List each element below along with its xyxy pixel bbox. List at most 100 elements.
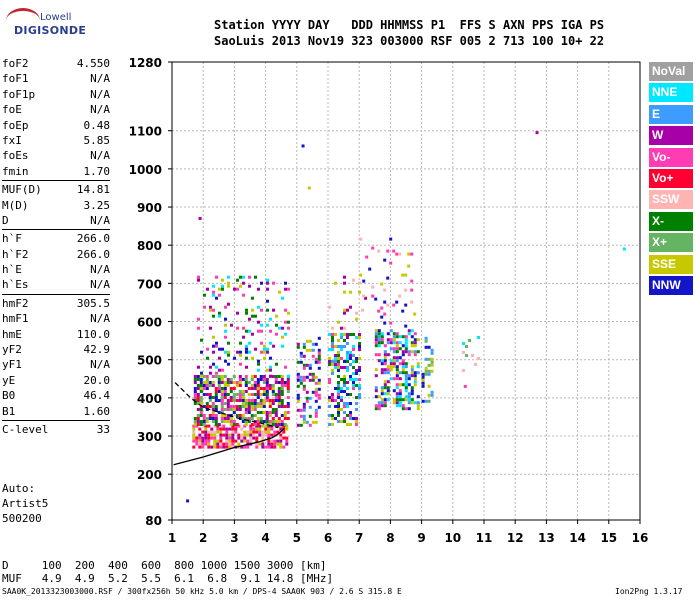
echo-point — [227, 275, 230, 279]
echo-point — [226, 384, 230, 387]
echo-point — [276, 442, 280, 446]
echo-point — [283, 414, 287, 417]
echo-point — [380, 282, 384, 286]
echo-point — [250, 423, 254, 426]
echo-point — [389, 329, 393, 333]
echo-point — [265, 387, 269, 390]
y-tick-label: 500 — [137, 354, 162, 368]
echo-point — [352, 381, 355, 384]
echo-point — [352, 278, 355, 282]
echo-point — [254, 275, 257, 279]
echo-point — [239, 275, 242, 279]
echo-point — [343, 384, 346, 387]
echo-point — [219, 433, 223, 437]
echo-point — [201, 430, 205, 434]
echo-point — [256, 378, 260, 381]
echo-point — [271, 393, 275, 396]
echo-point — [302, 354, 306, 358]
echo-point — [199, 378, 203, 381]
echo-point — [192, 445, 196, 449]
echo-point — [262, 381, 266, 384]
echo-point — [217, 399, 221, 402]
auto-code: 500200 — [2, 512, 42, 525]
param-row: foF2 4.550 — [2, 56, 110, 71]
echo-point — [262, 375, 266, 378]
x-tick-label: 16 — [632, 531, 649, 545]
param-value: 42.9 — [83, 343, 111, 357]
echo-point — [248, 341, 251, 345]
echo-point — [256, 387, 260, 390]
echo-point — [286, 402, 290, 405]
param-separator — [2, 293, 110, 295]
echo-point — [380, 338, 384, 342]
echo-point — [383, 392, 387, 396]
echo-point — [282, 445, 286, 449]
echo-point — [282, 436, 286, 440]
echo-point — [302, 384, 306, 388]
echo-point — [343, 411, 346, 414]
echo-point — [252, 424, 256, 428]
echo-point — [211, 402, 215, 405]
echo-point — [377, 329, 381, 333]
echo-point — [383, 321, 387, 325]
echo-point — [410, 344, 414, 348]
echo-point — [343, 326, 346, 330]
echo-point — [259, 411, 263, 414]
echo-point — [241, 414, 245, 417]
echo-point — [314, 399, 318, 403]
x-tick-label: 1 — [168, 531, 176, 545]
echo-point — [268, 414, 272, 417]
echo-point — [416, 371, 420, 375]
echo-point — [196, 384, 200, 387]
echo-point — [218, 368, 221, 372]
echo-point — [337, 360, 340, 363]
echo-point — [395, 395, 399, 399]
echo-point — [205, 402, 209, 405]
echo-point — [398, 389, 402, 393]
echo-point — [258, 427, 262, 431]
echo-point — [257, 362, 260, 366]
echo-point — [220, 420, 224, 423]
echo-point — [358, 369, 361, 372]
echo-point — [283, 405, 287, 408]
param-name: h`F — [2, 232, 22, 246]
echo-point — [424, 372, 428, 376]
echo-point — [413, 344, 417, 348]
echo-point — [260, 308, 263, 312]
echo-point — [352, 333, 355, 336]
echo-point — [346, 354, 349, 357]
echo-point — [395, 401, 399, 405]
echo-point — [308, 339, 312, 343]
echo-point — [266, 368, 269, 372]
echo-point — [386, 371, 390, 375]
echo-point — [223, 414, 227, 417]
echo-point — [254, 314, 257, 318]
echo-point — [311, 420, 315, 424]
echo-point — [377, 401, 381, 405]
echo-point — [286, 384, 290, 387]
echo-point — [383, 362, 387, 366]
echo-point — [404, 303, 408, 307]
echo-point — [349, 351, 352, 354]
echo-point — [299, 360, 303, 364]
echo-point — [352, 387, 355, 390]
footer-version: Ion2Png 1.3.17 — [615, 587, 683, 596]
echo-point — [286, 390, 290, 393]
echo-point — [302, 414, 306, 418]
echo-point — [302, 363, 306, 367]
echo-point — [386, 389, 390, 393]
echo-point — [374, 407, 378, 411]
echo-point — [256, 423, 260, 426]
echo-point — [220, 396, 224, 399]
echo-point — [241, 417, 245, 420]
echo-point — [340, 408, 343, 411]
echo-point — [374, 344, 378, 348]
echo-point — [247, 387, 251, 390]
echo-point — [243, 439, 247, 443]
param-row: D N/A — [2, 213, 110, 228]
echo-point — [205, 393, 209, 396]
echo-point — [343, 281, 346, 285]
echo-point — [267, 427, 271, 431]
echo-point — [337, 357, 340, 360]
echo-point — [374, 389, 378, 393]
